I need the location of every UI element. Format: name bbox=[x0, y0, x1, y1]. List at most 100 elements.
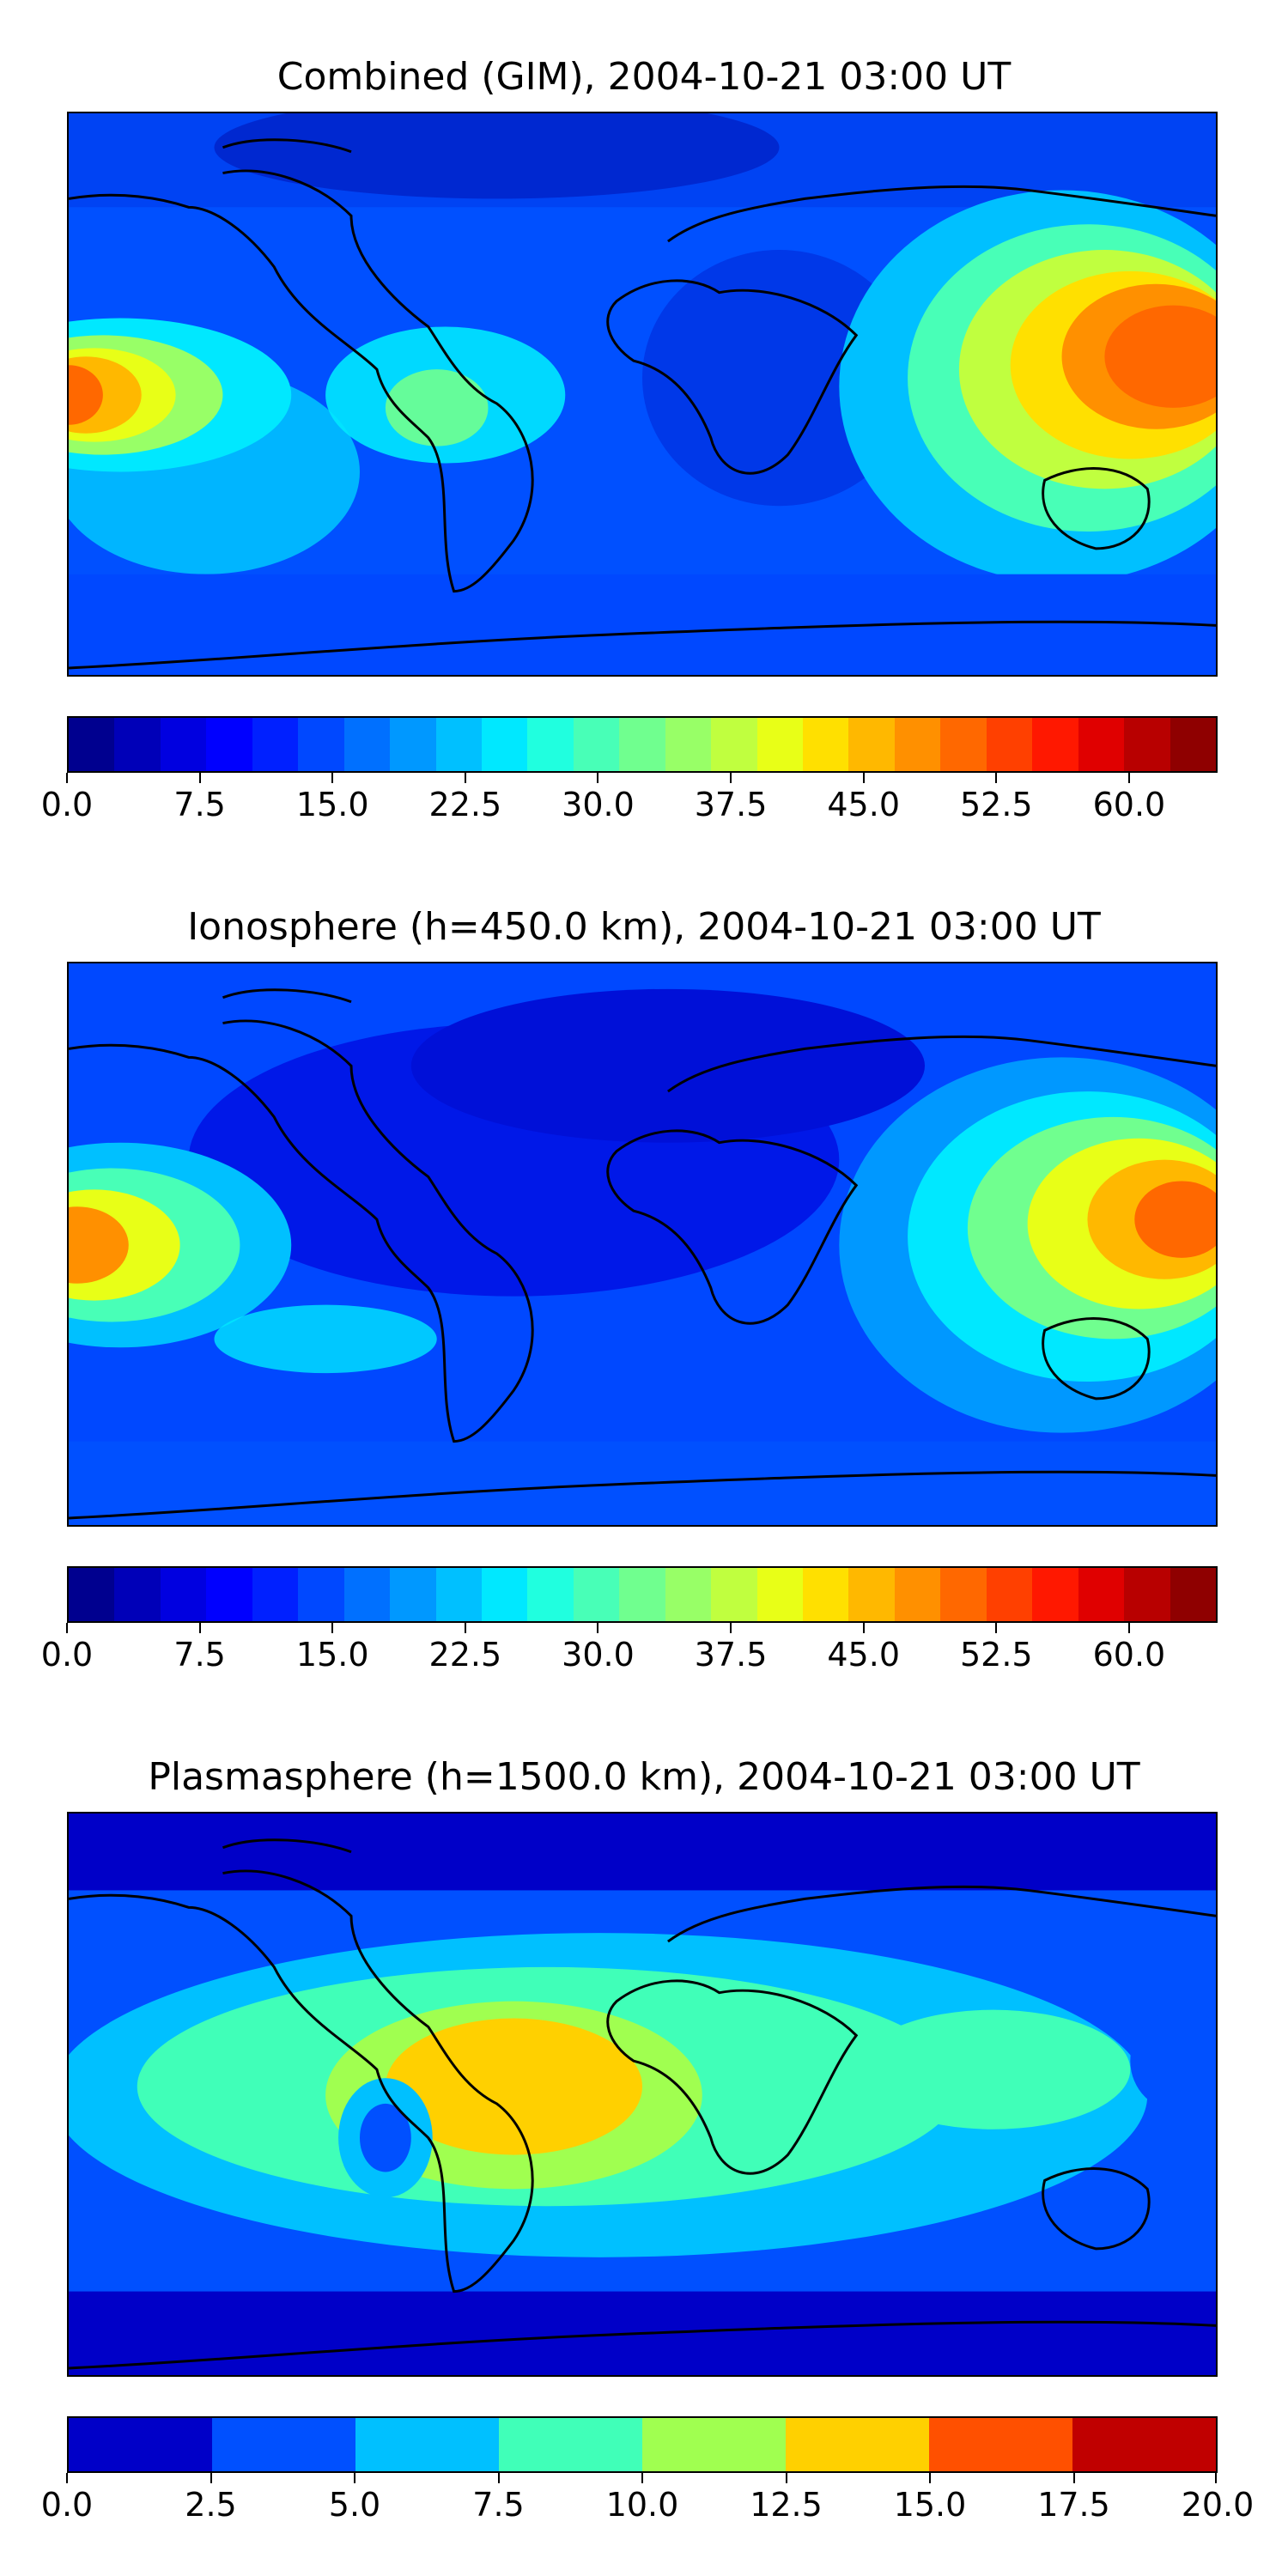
colorbar-tick-label: 15.0 bbox=[295, 786, 369, 823]
colorbar-segment bbox=[642, 2418, 786, 2471]
panel-title-combined: Combined (GIM), 2004-10-21 03:00 UT bbox=[276, 55, 1012, 99]
panel-title-plasmasphere: Plasmasphere (h=1500.0 km), 2004-10-21 0… bbox=[148, 1755, 1140, 1799]
colorbar-tick bbox=[198, 773, 201, 783]
colorbar-tick bbox=[331, 1623, 334, 1633]
colorbar-segment bbox=[665, 1568, 712, 1621]
colorbar-segment bbox=[1170, 1568, 1216, 1621]
colorbar-tick-label: 60.0 bbox=[1092, 786, 1166, 823]
colorbar-tick bbox=[597, 1623, 599, 1633]
colorbar-tick bbox=[66, 773, 68, 783]
colorbar-tick-label: 0.0 bbox=[40, 786, 94, 823]
colorbar-tick bbox=[1072, 2473, 1075, 2483]
colorbar-segment bbox=[986, 718, 1033, 771]
colorbar-plasmasphere bbox=[67, 2416, 1218, 2473]
colorbar-segment bbox=[756, 1568, 803, 1621]
colorbar-segment bbox=[343, 1568, 391, 1621]
colorbar-tick bbox=[862, 773, 865, 783]
colorbar-segment bbox=[573, 1568, 620, 1621]
colorbar-ionosphere bbox=[67, 1566, 1218, 1623]
colorbar-segment bbox=[69, 1568, 115, 1621]
colorbar-segment bbox=[986, 1568, 1033, 1621]
colorbar-segment bbox=[212, 2418, 355, 2471]
colorbar-tick-label: 37.5 bbox=[694, 1636, 768, 1674]
colorbar-tick bbox=[66, 1623, 68, 1633]
colorbar-segment bbox=[114, 718, 161, 771]
colorbar-segment bbox=[527, 718, 574, 771]
colorbar-segment bbox=[206, 718, 252, 771]
colorbar-tick-label: 52.5 bbox=[959, 786, 1033, 823]
colorbar-tick-label: 7.5 bbox=[173, 786, 226, 823]
map-combined bbox=[67, 112, 1218, 677]
colorbar-tick bbox=[995, 773, 998, 783]
colorbar-segment bbox=[1078, 1568, 1125, 1621]
colorbar-tick bbox=[331, 773, 334, 783]
colorbar-segment bbox=[252, 718, 299, 771]
colorbar-segment bbox=[252, 1568, 299, 1621]
colorbar-segment bbox=[160, 718, 207, 771]
colorbar-tick-label: 20.0 bbox=[1181, 2486, 1255, 2524]
colorbar-segment bbox=[527, 1568, 574, 1621]
colorbar-segment bbox=[940, 1568, 987, 1621]
colorbar-segment bbox=[1078, 718, 1125, 771]
colorbar-tick bbox=[1215, 2473, 1217, 2483]
colorbar-tick-label: 17.5 bbox=[1037, 2486, 1110, 2524]
colorbar-ticks-plasmasphere: 0.0 2.5 5.0 7.5 10.0 12.5 15.0 17.5 20.0 bbox=[41, 2473, 1254, 2524]
colorbar-tick bbox=[995, 1623, 998, 1633]
colorbar-segment bbox=[894, 718, 941, 771]
colorbar-tick bbox=[929, 2473, 931, 2483]
colorbar-combined bbox=[67, 716, 1218, 773]
colorbar-segment bbox=[1032, 718, 1078, 771]
colorbar-segment bbox=[786, 2418, 929, 2471]
colorbar-segment bbox=[929, 2418, 1072, 2471]
colorbar-segment bbox=[665, 718, 712, 771]
colorbar-tick bbox=[198, 1623, 201, 1633]
panel-title-ionosphere: Ionosphere (h=450.0 km), 2004-10-21 03:0… bbox=[187, 905, 1101, 949]
colorbar-segment bbox=[355, 2418, 499, 2471]
colorbar-segment bbox=[298, 718, 344, 771]
colorbar-segment bbox=[435, 1568, 482, 1621]
colorbar-tick-label: 52.5 bbox=[959, 1636, 1033, 1674]
colorbar-segment bbox=[69, 718, 115, 771]
map-plasmasphere bbox=[67, 1812, 1218, 2377]
colorbar-segment bbox=[343, 718, 391, 771]
colorbar-tick bbox=[354, 2473, 355, 2483]
colorbar-tick bbox=[210, 2473, 212, 2483]
colorbar-tick bbox=[862, 1623, 865, 1633]
colorbar-tick-label: 0.0 bbox=[40, 2486, 94, 2524]
colorbar-segment bbox=[1124, 1568, 1170, 1621]
colorbar-tick-label: 2.5 bbox=[185, 2486, 237, 2524]
colorbar-segment bbox=[298, 1568, 344, 1621]
colorbar-segment bbox=[160, 1568, 207, 1621]
colorbar-segment bbox=[481, 1568, 528, 1621]
colorbar-segment bbox=[69, 2418, 212, 2471]
colorbar-segment bbox=[803, 718, 849, 771]
colorbar-segment bbox=[711, 1568, 757, 1621]
colorbar-segment bbox=[1032, 1568, 1078, 1621]
colorbar-tick bbox=[1127, 773, 1130, 783]
colorbar-segment bbox=[390, 1568, 436, 1621]
colorbar-ticks-ionosphere: 0.0 7.5 15.0 22.5 30.0 37.5 45.0 52.5 60.0 bbox=[41, 1623, 1218, 1674]
colorbar-tick bbox=[730, 1623, 732, 1633]
colorbar-tick bbox=[464, 773, 466, 783]
colorbar-tick-label: 15.0 bbox=[295, 1636, 369, 1674]
colorbar-tick-label: 5.0 bbox=[328, 2486, 381, 2524]
colorbar-segment bbox=[711, 718, 757, 771]
colorbar-tick-label: 37.5 bbox=[694, 786, 768, 823]
map-ionosphere bbox=[67, 962, 1218, 1527]
colorbar-tick-label: 12.5 bbox=[750, 2486, 823, 2524]
colorbar-tick-label: 60.0 bbox=[1092, 1636, 1166, 1674]
colorbar-tick bbox=[497, 2473, 500, 2483]
colorbar-segment bbox=[573, 718, 620, 771]
colorbar-segment bbox=[848, 718, 895, 771]
colorbar-tick-label: 7.5 bbox=[173, 1636, 226, 1674]
colorbar-tick-label: 15.0 bbox=[893, 2486, 967, 2524]
colorbar-segment bbox=[803, 1568, 849, 1621]
colorbar-segment bbox=[499, 2418, 642, 2471]
colorbar-segment bbox=[206, 1568, 252, 1621]
colorbar-segment bbox=[435, 718, 482, 771]
colorbar-segment bbox=[894, 1568, 941, 1621]
colorbar-segment bbox=[756, 718, 803, 771]
colorbar-tick bbox=[464, 1623, 466, 1633]
colorbar-tick bbox=[785, 2473, 787, 2483]
colorbar-tick-label: 10.0 bbox=[605, 2486, 679, 2524]
